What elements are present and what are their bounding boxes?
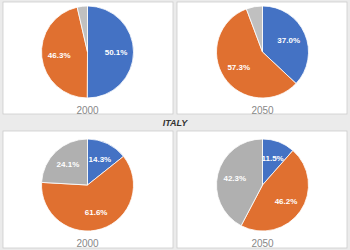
pie: 50.1% 46.3% [42, 6, 134, 98]
pie-title: 2000 [76, 238, 99, 249]
annotation: ITALY [163, 118, 189, 128]
panel-box [177, 131, 347, 248]
pie-slice [42, 139, 88, 185]
data-label: 24.1% [57, 160, 80, 169]
pie-slice [246, 6, 262, 52]
data-label: 42.3% [223, 174, 246, 183]
data-label: 57.3% [227, 63, 250, 72]
pie: 14.3% 61.6% 24.1% [42, 139, 134, 231]
pie-slice [87, 6, 133, 98]
data-label: 11.5% [261, 154, 283, 163]
panel-box [177, 2, 347, 114]
pie: 37.0% 57.3% [217, 6, 309, 98]
data-label: 50.1% [105, 48, 128, 57]
data-label: 37.0% [277, 36, 300, 45]
data-label: 14.3% [89, 155, 112, 164]
data-label: 46.2% [275, 197, 298, 206]
data-label: 46.3% [48, 51, 71, 60]
pie-slice [216, 139, 262, 226]
pie-slice [77, 6, 87, 52]
pie-title: 2000 [76, 105, 99, 116]
data-label: 61.6% [85, 208, 108, 217]
chart-canvas: 50.1% 46.3% 2000 37.0% 57.3% 2050 14.3% 61.6% 24… [0, 0, 350, 250]
pie-title: 2050 [251, 105, 274, 116]
pie: 11.5% 46.2% 42.3% [216, 139, 308, 231]
panel-box [3, 2, 173, 114]
pie-title: 2050 [251, 238, 274, 249]
panel-box [3, 131, 173, 248]
